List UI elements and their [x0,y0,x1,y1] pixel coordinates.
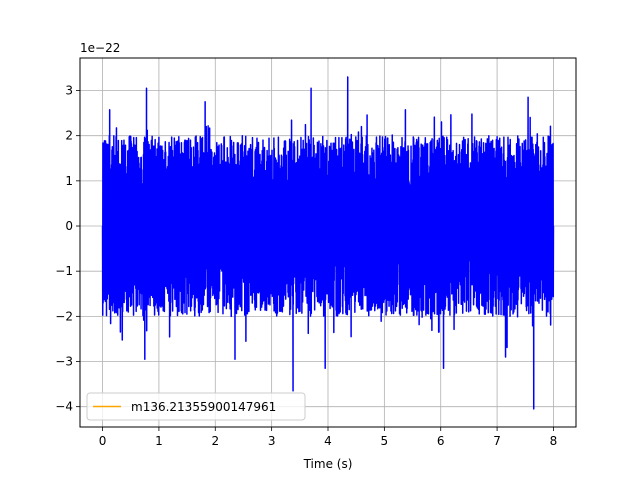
x-tick-label: 8 [550,434,558,448]
y-scale-label: 1e−22 [80,41,120,55]
x-tick-label: 6 [437,434,445,448]
x-tick-label: 1 [155,434,163,448]
x-tick-label: 5 [381,434,389,448]
x-axis-ticks: 0 1 2 3 4 5 6 7 8 [99,427,558,448]
y-tick-label: 3 [65,84,73,98]
y-tick-label: 2 [65,129,73,143]
legend-box [86,392,306,421]
x-tick-label: 2 [211,434,219,448]
y-tick-label: −1 [55,264,73,278]
legend: m136.21355900147961 [86,392,306,421]
x-axis-label: Time (s) [303,457,353,471]
x-tick-label: 0 [99,434,107,448]
legend-entry-label: m136.21355900147961 [131,400,276,414]
y-tick-label: 0 [65,219,73,233]
y-tick-label: −4 [55,400,73,414]
plot-series [101,76,555,410]
y-axis-ticks: −4 −3 −2 −1 0 1 2 3 [55,84,80,414]
y-tick-label: 1 [65,174,73,188]
y-tick-label: −2 [55,309,73,323]
x-tick-label: 4 [324,434,332,448]
x-tick-label: 3 [268,434,276,448]
signal-line [101,76,555,410]
y-tick-label: −3 [55,355,73,369]
x-tick-label: 7 [493,434,501,448]
